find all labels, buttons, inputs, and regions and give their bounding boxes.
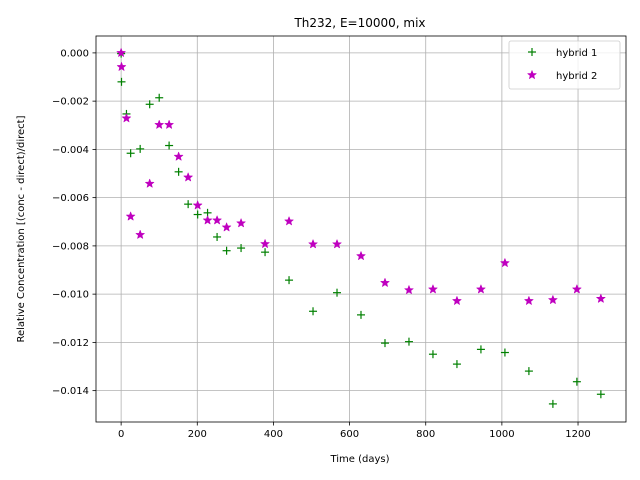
data-point — [165, 141, 174, 150]
series-layer — [116, 48, 606, 408]
data-point — [154, 119, 164, 129]
data-point — [356, 251, 366, 260]
data-point — [548, 295, 558, 304]
data-point — [284, 216, 294, 226]
x-tick-label: 0 — [118, 429, 124, 440]
data-point — [184, 200, 193, 209]
data-point — [357, 310, 365, 319]
data-point — [135, 229, 145, 239]
data-point — [452, 296, 462, 305]
data-point — [222, 222, 232, 232]
data-point — [548, 399, 557, 408]
y-axis-label: Relative Concentration [(conc - direct)/… — [16, 115, 27, 342]
data-point — [136, 144, 145, 153]
data-point — [126, 149, 135, 158]
data-point — [476, 284, 486, 294]
data-point — [308, 239, 318, 249]
legend-marker-icon — [528, 48, 536, 56]
data-point — [121, 113, 132, 123]
data-point — [117, 77, 126, 86]
data-point — [452, 360, 461, 369]
y-tick-label: −0.014 — [52, 386, 89, 397]
series-hybrid-2 — [116, 48, 606, 305]
data-point — [212, 215, 222, 225]
data-point — [572, 284, 582, 294]
data-point — [380, 339, 389, 348]
data-point — [116, 62, 127, 71]
data-point — [404, 337, 413, 346]
legend: hybrid 1 hybrid 2 — [508, 40, 621, 90]
x-axis-label: Time (days) — [329, 454, 389, 465]
legend-marker-icon — [527, 70, 537, 79]
y-tick-label: −0.012 — [52, 338, 89, 349]
data-point — [428, 350, 437, 359]
y-tick-label: −0.002 — [52, 97, 89, 108]
data-point — [404, 285, 414, 294]
y-tick-label: −0.006 — [52, 193, 89, 204]
data-point — [500, 348, 509, 357]
data-point — [237, 244, 246, 253]
x-tick-label: 1200 — [565, 429, 590, 440]
data-point — [261, 248, 270, 257]
axis-ticks: 0 200 400 600 800 1000 1200 0.000 −0.002 −0.004 −0… — [52, 48, 591, 440]
legend-marker-hybrid-2 — [527, 70, 537, 79]
data-point — [213, 232, 222, 241]
data-point — [500, 258, 510, 267]
data-point — [164, 119, 174, 129]
data-point — [155, 93, 164, 102]
data-point — [193, 210, 202, 219]
data-point — [596, 390, 605, 399]
plot-frame — [95, 35, 627, 423]
data-point — [476, 345, 485, 354]
data-point — [524, 367, 533, 376]
legend-box — [508, 40, 621, 90]
data-point — [145, 100, 154, 109]
chart-title: Th232, E=10000, mix — [293, 16, 425, 30]
y-tick-label: −0.004 — [52, 145, 89, 156]
y-tick-label: −0.008 — [52, 241, 89, 252]
legend-label-hybrid-2: hybrid 2 — [556, 71, 597, 82]
data-point — [428, 284, 438, 294]
x-tick-label: 600 — [340, 429, 359, 440]
data-point — [285, 276, 294, 285]
data-point — [572, 377, 581, 386]
x-tick-label: 800 — [416, 429, 435, 440]
x-tick-label: 200 — [188, 429, 207, 440]
data-point — [203, 208, 212, 217]
legend-label-hybrid-1: hybrid 1 — [556, 48, 597, 59]
data-point — [309, 307, 318, 316]
legend-marker-hybrid-1 — [528, 48, 536, 56]
data-point — [380, 277, 390, 287]
data-point — [183, 172, 193, 182]
x-tick-label: 1000 — [489, 429, 514, 440]
data-point — [145, 178, 155, 188]
data-point — [202, 215, 213, 225]
data-point — [333, 288, 342, 297]
data-point — [174, 167, 183, 176]
data-point — [260, 239, 270, 248]
y-tick-label: −0.010 — [52, 290, 89, 301]
data-point — [524, 296, 534, 305]
data-point — [596, 293, 606, 303]
data-point — [236, 218, 246, 228]
data-point — [332, 239, 342, 249]
data-point — [222, 246, 231, 255]
x-tick-label: 400 — [264, 429, 283, 440]
data-point — [126, 211, 136, 221]
grid — [96, 36, 626, 422]
y-tick-label: 0.000 — [60, 48, 89, 59]
data-point — [193, 200, 203, 210]
series-hybrid-1 — [117, 49, 605, 408]
data-point — [116, 48, 126, 57]
data-point — [174, 151, 184, 161]
